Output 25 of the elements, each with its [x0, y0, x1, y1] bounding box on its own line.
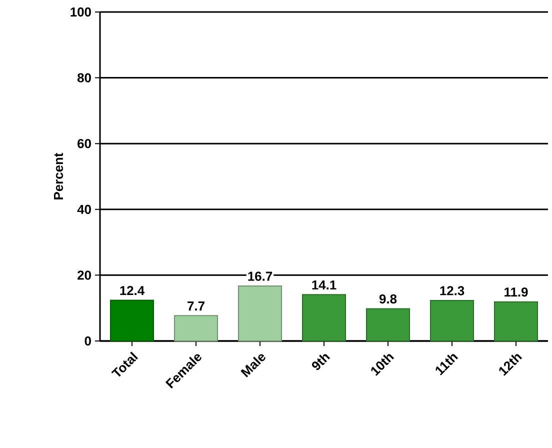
x-tick-label: 11th: [436, 354, 458, 376]
y-tick-label: 0: [84, 336, 91, 346]
data-label: 11.9: [504, 287, 528, 297]
data-label: 9.8: [379, 294, 397, 304]
y-tick-label: 60: [78, 138, 91, 148]
y-tick-label: 20: [78, 270, 91, 280]
bar: [366, 308, 410, 342]
y-tick-label: 80: [77, 73, 91, 82]
bar: [238, 286, 282, 342]
bar: [494, 301, 538, 342]
x-tick-label: 10th: [371, 354, 394, 376]
x-tick-label: 9th: [312, 354, 330, 370]
data-label: 12.4: [120, 286, 145, 295]
y-axis-title: Percent: [54, 152, 64, 200]
bar: [110, 300, 154, 342]
bar: [302, 294, 346, 342]
data-label: 12.3: [440, 286, 464, 296]
data-label: 14.1: [312, 280, 336, 290]
data-label: 16.7: [248, 272, 272, 281]
data-label: 7.7: [188, 302, 204, 310]
y-tick-label: 100: [70, 7, 91, 17]
y-tick-label: 40: [77, 204, 91, 214]
x-tick-label: 12th: [499, 354, 522, 376]
bar: [430, 300, 474, 342]
bar: [174, 315, 218, 342]
